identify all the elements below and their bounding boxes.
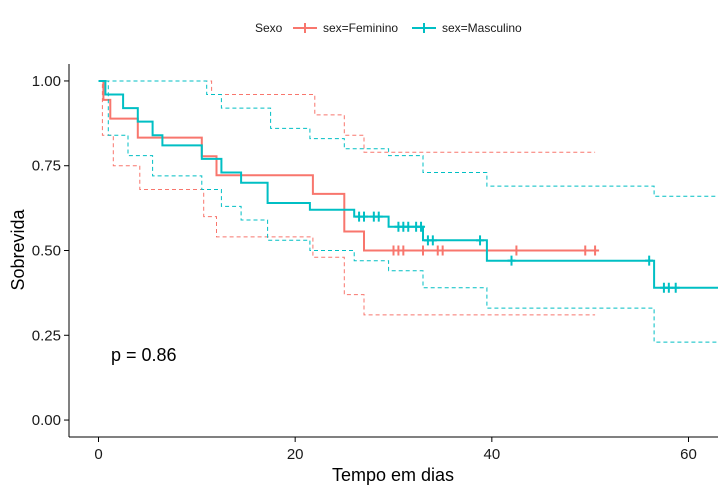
legend-entry-feminino: sex=Feminino [323, 21, 398, 35]
plot-content [98, 80, 718, 343]
legend-entry-masculino: sex=Masculino [442, 21, 522, 35]
y-axis-title: Sobrevida [8, 208, 28, 290]
censor-mark-sex-masculino [428, 235, 437, 246]
y-tick-label: 0.75 [32, 158, 61, 175]
censor-mark-sex-masculino [404, 221, 413, 232]
censor-mark-sex-masculino [374, 211, 383, 222]
y-tick-label: 1.00 [32, 73, 61, 90]
censor-mark-sex-masculino [360, 211, 368, 222]
x-tick-label: 20 [287, 446, 304, 463]
x-tick-label: 0 [94, 446, 102, 463]
censor-mark-sex-feminino [399, 245, 408, 256]
ci-lower-sex-feminino [98, 80, 596, 316]
censor-mark-sex-masculino [645, 255, 654, 266]
censor-mark-sex-feminino [591, 245, 600, 256]
censor-mark-sex-feminino [419, 245, 427, 256]
censor-mark-sex-masculino [671, 282, 680, 293]
survival-curve-sex-masculino [98, 80, 718, 289]
x-ticks: 0 20 40 60 [94, 437, 697, 463]
y-ticks: 0.00 0.25 0.50 0.75 1.00 [32, 73, 69, 429]
y-tick-label: 0.50 [32, 243, 61, 260]
p-value-annotation: p = 0.86 [111, 345, 177, 365]
censor-mark-sex-feminino [512, 245, 521, 256]
ci-upper-sex-feminino [98, 80, 596, 153]
censor-mark-sex-masculino [476, 235, 485, 246]
legend-title: Sexo [255, 21, 283, 35]
censor-mark-sex-masculino [507, 255, 516, 266]
x-axis-title: Tempo em dias [332, 465, 454, 485]
censor-mark-sex-feminino [438, 245, 447, 256]
legend: Sexo sex=Feminino sex=Masculino [255, 21, 522, 35]
censor-mark-sex-masculino [417, 221, 426, 232]
censor-mark-sex-feminino [581, 245, 590, 256]
censor-mark-sex-masculino [664, 282, 673, 293]
x-tick-label: 40 [483, 446, 500, 463]
survival-curve-sex-feminino [98, 80, 596, 252]
ci-upper-sex-masculino [98, 80, 718, 197]
ci-lower-sex-masculino [98, 80, 718, 343]
x-tick-label: 60 [680, 446, 697, 463]
y-tick-label: 0.25 [32, 327, 61, 344]
y-tick-label: 0.00 [32, 412, 61, 429]
